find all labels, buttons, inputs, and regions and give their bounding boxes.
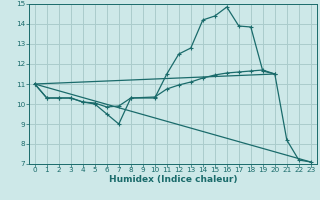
X-axis label: Humidex (Indice chaleur): Humidex (Indice chaleur) xyxy=(108,175,237,184)
